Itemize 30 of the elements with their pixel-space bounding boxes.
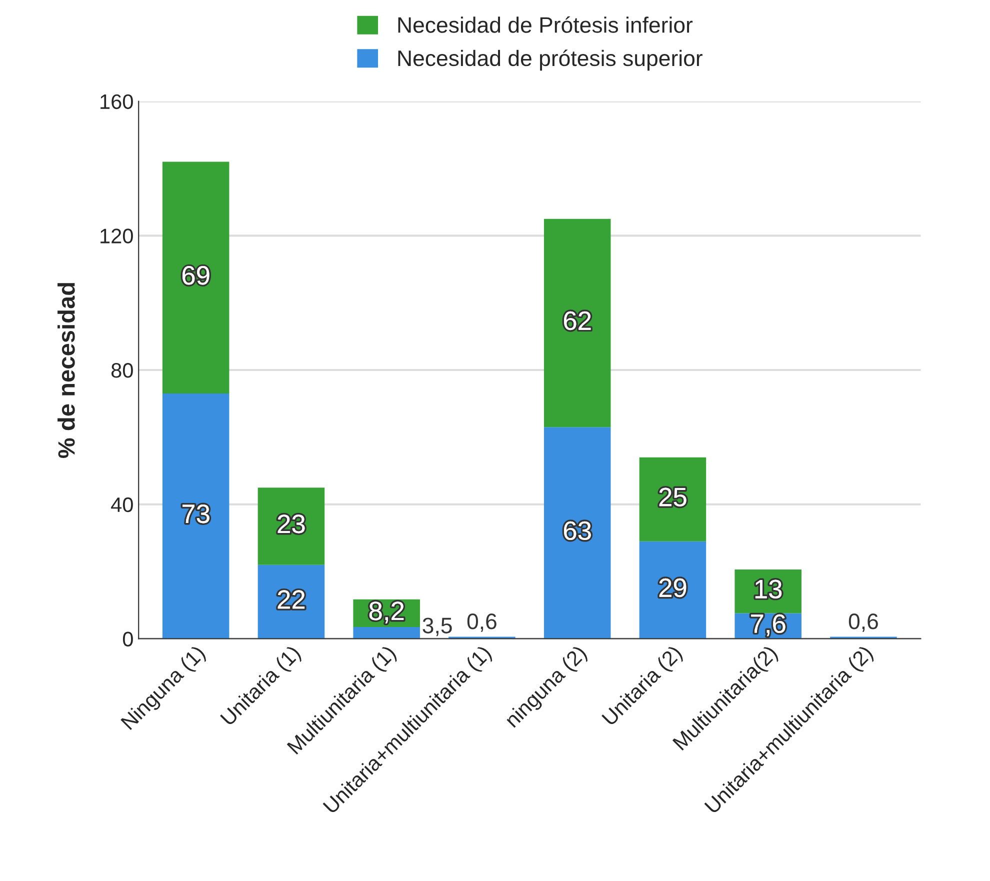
data-label: 23 — [278, 514, 305, 534]
bar — [353, 626, 420, 639]
bar — [639, 457, 706, 542]
data-label: 7,6 — [751, 614, 786, 636]
data-label: 0,6 — [467, 614, 496, 632]
data-label: 13 — [755, 580, 782, 598]
data-label: 62 — [564, 311, 591, 330]
data-label: 0,6 — [848, 614, 878, 632]
bar — [162, 394, 230, 639]
data-label: 22 — [278, 590, 305, 609]
data-label: 25 — [659, 488, 686, 506]
y-tick-label: 0 — [122, 632, 133, 646]
legend-label: Necesidad de prótesis superior — [398, 50, 702, 71]
y-tick-label: 80 — [111, 363, 133, 378]
bar — [544, 427, 611, 639]
y-axis-title: % de necesidad — [58, 282, 75, 458]
bar — [162, 162, 230, 394]
y-tick-label: 120 — [100, 228, 133, 244]
bar — [258, 488, 325, 565]
data-label: 69 — [182, 266, 210, 285]
y-tick-label: 160 — [100, 94, 133, 110]
data-label: 29 — [659, 578, 686, 598]
data-label: 63 — [564, 521, 591, 540]
data-label: 8,2 — [369, 602, 404, 624]
data-label: 73 — [182, 504, 210, 524]
y-tick-label: 40 — [111, 497, 133, 512]
bar — [544, 218, 611, 428]
data-label: 3,5 — [422, 618, 452, 636]
legend-label: Necesidad de Prótesis inferior — [398, 16, 693, 33]
bar — [639, 541, 706, 639]
